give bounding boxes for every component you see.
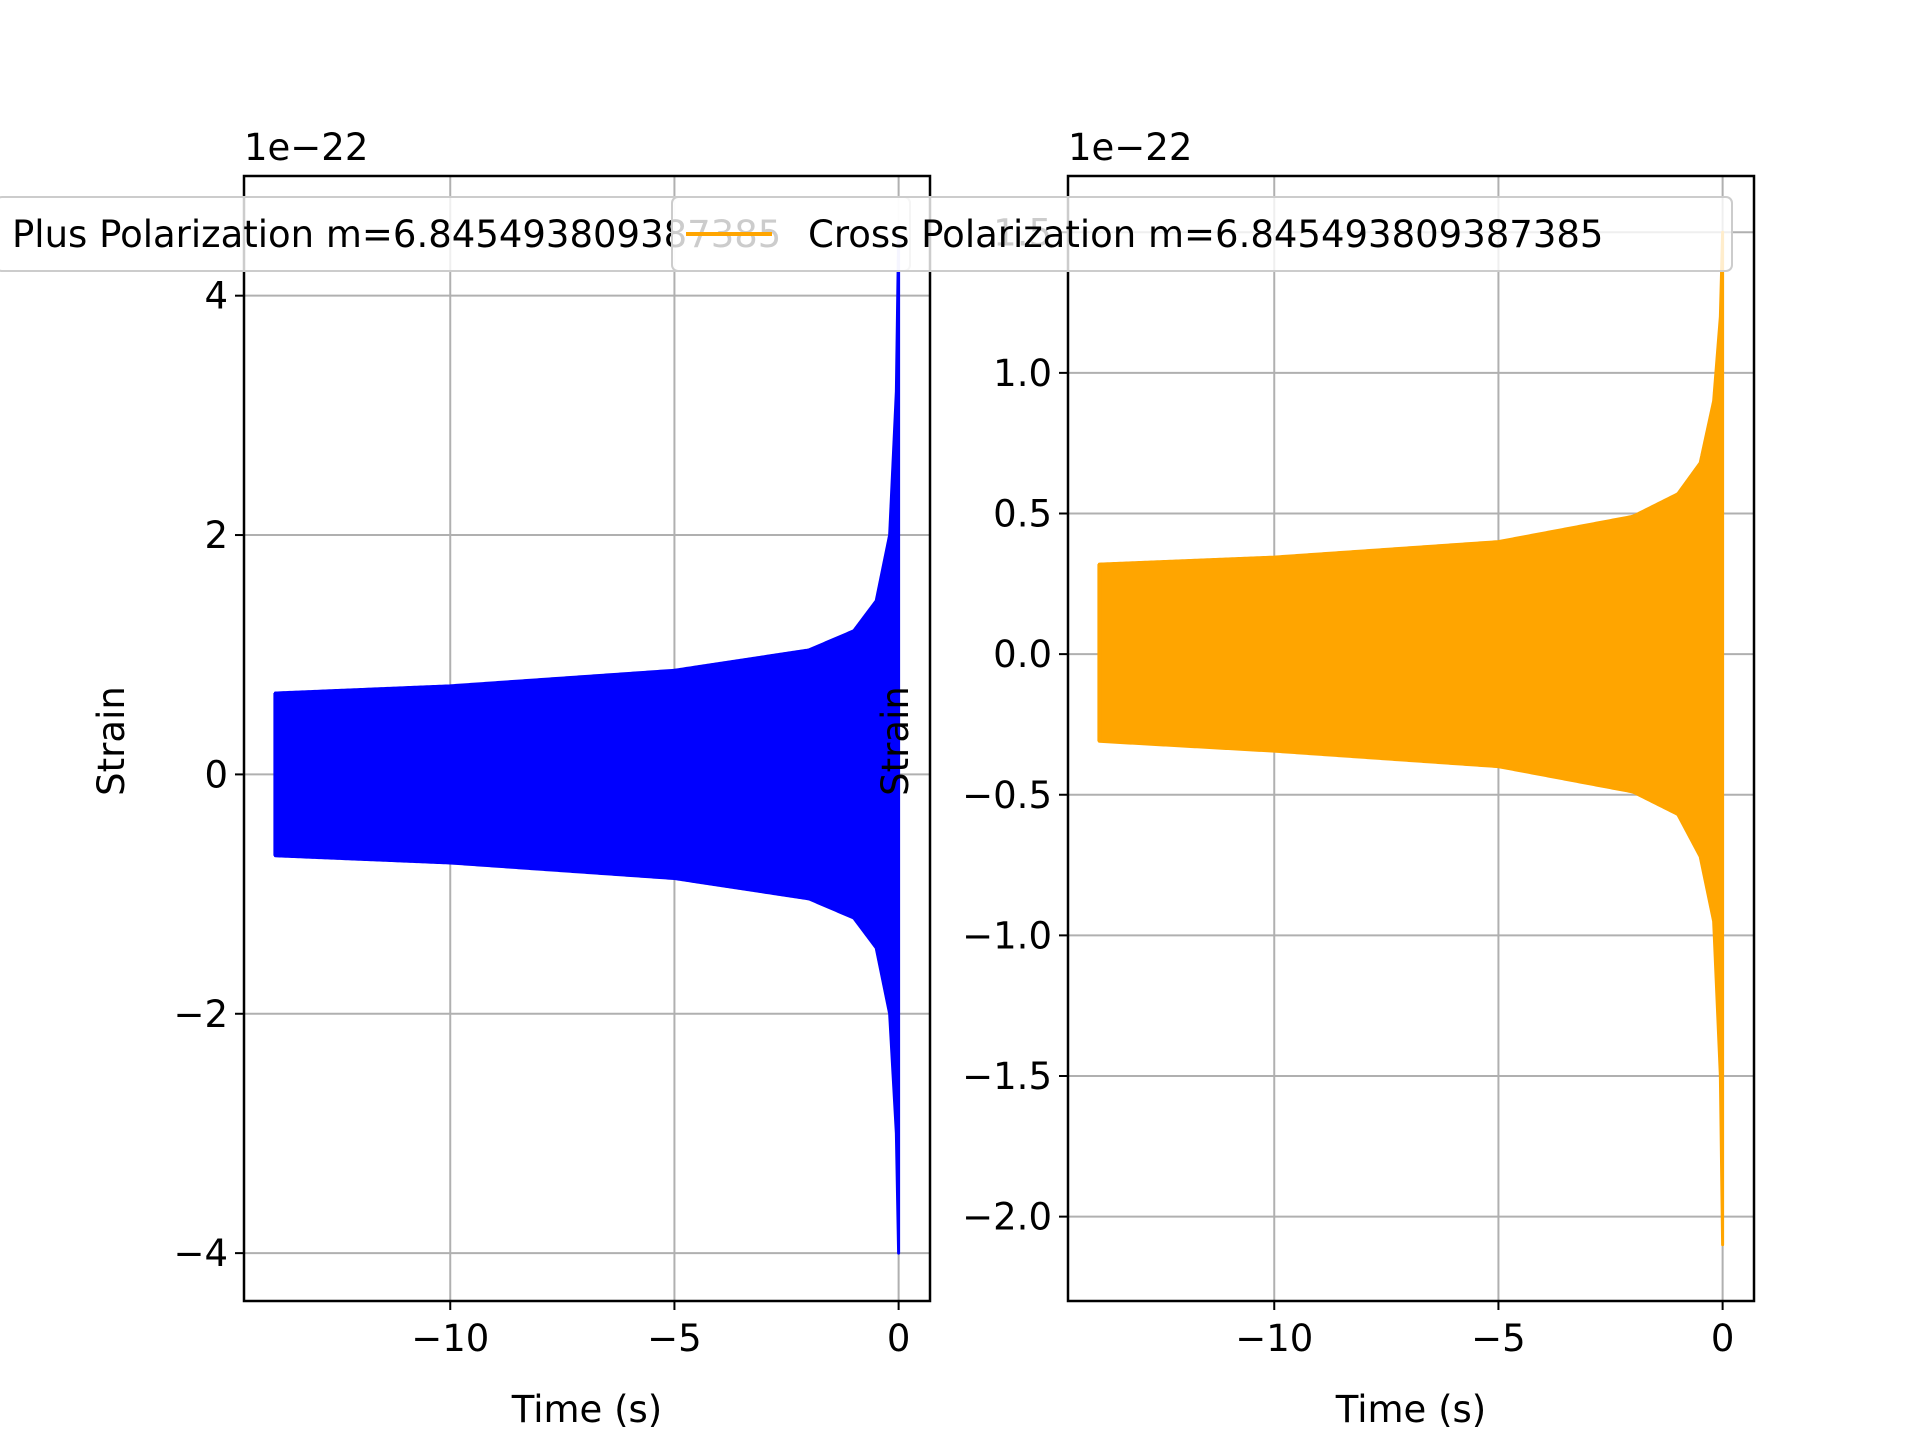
y-tick-label: −0.5: [962, 774, 1052, 817]
y-tick-label: 0: [204, 753, 228, 796]
y-tick-label: −1.0: [962, 914, 1052, 957]
y-tick-label: −4: [173, 1232, 228, 1275]
subplot-1: −10 −5 0 −4 −2 0 2 4 Time (s) Strain 1e−22: [90, 126, 932, 1431]
y-tick-label: 4: [204, 275, 228, 318]
y-axis-label: Strain: [874, 686, 917, 796]
x-axis-label: Time (s): [511, 1388, 662, 1431]
y-tick-label: 0.0: [993, 633, 1052, 676]
y-tick-label: 2: [204, 514, 228, 557]
x-tick-label: −10: [1235, 1317, 1313, 1360]
x-tick-label: 0: [1711, 1317, 1735, 1360]
axes-frame: [1066, 174, 1756, 1303]
x-tick-label: 0: [887, 1317, 911, 1360]
y-tick-label: 1.0: [993, 352, 1052, 395]
axes-frame: [242, 174, 932, 1303]
y-tick-label: −1.5: [962, 1055, 1052, 1098]
y-tick-label: −2: [173, 993, 228, 1036]
y-tick-label: −2.0: [962, 1196, 1052, 1239]
legend-2: Cross Polarization m=6.845493809387385: [671, 196, 1733, 272]
axis-offset-label: 1e−22: [1068, 126, 1192, 169]
x-tick-label: −10: [411, 1317, 489, 1360]
axis-offset-label: 1e−22: [244, 126, 368, 169]
subplot-2: −10−50−2.0−1.5−1.0−0.50.00.51.01.5Time (…: [874, 126, 1756, 1431]
legend-label: Plus Polarization m=6.845493809387385: [12, 213, 781, 256]
x-tick-label: −5: [647, 1317, 702, 1360]
y-tick-label: 0.5: [993, 493, 1052, 536]
legend-box: [671, 196, 1733, 272]
y-axis-label: Strain: [90, 686, 133, 796]
series-1-waveform: [273, 234, 901, 1255]
x-axis-label: Time (s): [1335, 1388, 1486, 1431]
series-1-waveform: [1097, 230, 1725, 1247]
legend-label: Cross Polarization m=6.845493809387385: [808, 213, 1603, 256]
x-tick-label: −5: [1471, 1317, 1526, 1360]
